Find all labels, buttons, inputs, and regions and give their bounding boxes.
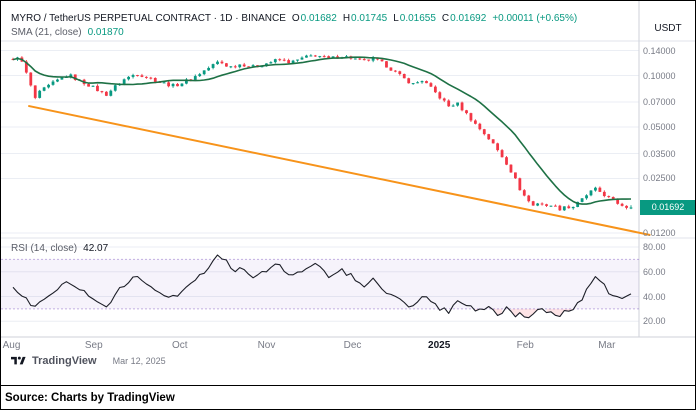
rsi-value: 42.07	[83, 243, 109, 254]
rsi-tick-label: 20.00	[643, 316, 666, 327]
price-tick-label: 0.03500	[643, 148, 676, 159]
price-chart-area: MYRO / TetherUS PERPETUAL CONTRACT · 1D …	[1, 1, 695, 385]
month-label: Oct	[172, 340, 188, 351]
trendline	[28, 105, 651, 236]
gridlines	[1, 50, 639, 322]
change-value: +0.00011 (+0.65%)	[492, 13, 578, 24]
month-label: Aug	[2, 340, 21, 351]
candles-layer	[11, 54, 633, 211]
attribution-row: TradingView Mar 12, 2025	[11, 355, 166, 367]
source-text: Source: Charts by TradingView	[5, 391, 175, 404]
month-label: Mar	[598, 340, 616, 351]
price-tick-label: 0.01200	[643, 228, 676, 238]
price-tick-label: 0.14000	[643, 45, 676, 56]
chart-canvas[interactable]	[1, 1, 695, 385]
symbol-legend: MYRO / TetherUS PERPETUAL CONTRACT · 1D …	[11, 13, 577, 24]
tradingview-logo-icon[interactable]	[11, 355, 26, 367]
rsi-legend: RSI (14, close) 42.07	[11, 243, 108, 254]
chart-date-label: Mar 12, 2025	[112, 356, 166, 366]
month-label: Dec	[343, 340, 362, 351]
source-bar: Source: Charts by TradingView	[1, 385, 695, 409]
sma-label: SMA (21, close)	[11, 27, 82, 38]
rsi-label: RSI (14, close)	[11, 243, 78, 254]
rsi-tick-label: 80.00	[643, 242, 666, 252]
axis-currency-label[interactable]: USDT	[654, 23, 682, 34]
month-label: Sep	[84, 340, 103, 351]
symbol-title: MYRO / TetherUS PERPETUAL CONTRACT · 1D …	[11, 13, 286, 24]
ohlc-high: H0.01745	[342, 13, 388, 24]
month-label: Feb	[516, 340, 534, 351]
tradingview-brand-text[interactable]: TradingView	[32, 355, 97, 367]
sma-line	[12, 56, 632, 205]
sma-value: 0.01870	[87, 27, 124, 38]
ohlc-close: C0.01692	[441, 13, 487, 24]
ohlc-open: O0.01682	[291, 13, 337, 24]
price-tick-label: 0.05000	[643, 122, 676, 133]
price-tick-label: 0.10000	[643, 70, 676, 81]
ohlc-low: L0.01655	[393, 13, 436, 24]
sma-legend: SMA (21, close) 0.01870	[11, 27, 124, 38]
month-label: Nov	[257, 340, 276, 351]
rsi-tick-label: 40.00	[643, 291, 666, 302]
rsi-tick-label: 60.00	[643, 266, 666, 277]
pane-frame	[1, 1, 695, 338]
price-tick-label: 0.02500	[643, 173, 676, 184]
last-price-badge: 0.01692	[640, 199, 695, 215]
price-tick-label: 0.07000	[643, 97, 676, 108]
rsi-band	[1, 258, 639, 310]
rsi-line	[12, 254, 632, 319]
month-label: 2025	[428, 340, 451, 351]
